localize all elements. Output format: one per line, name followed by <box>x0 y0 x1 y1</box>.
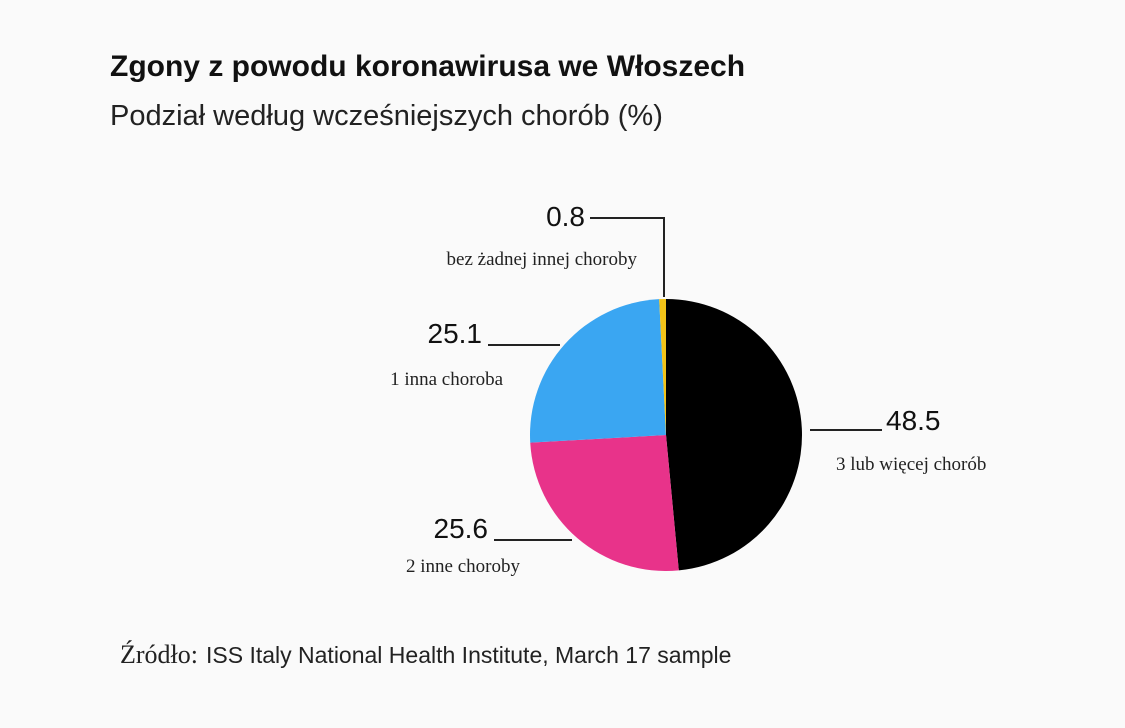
leader-lines <box>488 217 882 541</box>
chart-subtitle: Podział według wcześniejszych chorób (%) <box>110 100 663 132</box>
value-label-1-inna-choroba: 25.1 <box>428 318 483 349</box>
value-label-bez-zadnej-innej-choroby: 0.8 <box>546 201 585 232</box>
value-label-3-lub-wiecej-chorob: 48.5 <box>886 405 941 436</box>
pie-slice-1-inna-choroba <box>530 299 666 443</box>
pie-slice-3-lub-wiecej-chorob <box>666 299 802 571</box>
pie-slice-bez-zadnej-innej-choroby <box>659 299 666 435</box>
source-note: Źródło: ISS Italy National Health Institu… <box>120 640 731 670</box>
chart-title: Zgony z powodu koronawirusa we Włoszech <box>110 50 746 83</box>
source-label: Źródło: <box>120 640 198 669</box>
category-label-bez-zadnej-innej-choroby: bez żadnej innej choroby <box>447 249 638 270</box>
value-label-2-inne-choroby: 25.6 <box>434 513 489 544</box>
category-label-2-inne-choroby: 2 inne choroby <box>406 556 520 577</box>
source-text: ISS Italy National Health Institute, Mar… <box>206 642 732 668</box>
pie-slice-2-inne-choroby <box>530 435 679 571</box>
leader-line-bez-zadnej-innej-choroby <box>590 217 665 297</box>
category-label-1-inna-choroba: 1 inna choroba <box>390 369 503 390</box>
pie-slices <box>530 299 802 571</box>
slice-labels: 48.5 3 lub więcej chorób 25.6 2 inne chorob… <box>390 201 986 577</box>
category-label-3-lub-wiecej-chorob: 3 lub więcej chorób <box>836 454 986 475</box>
